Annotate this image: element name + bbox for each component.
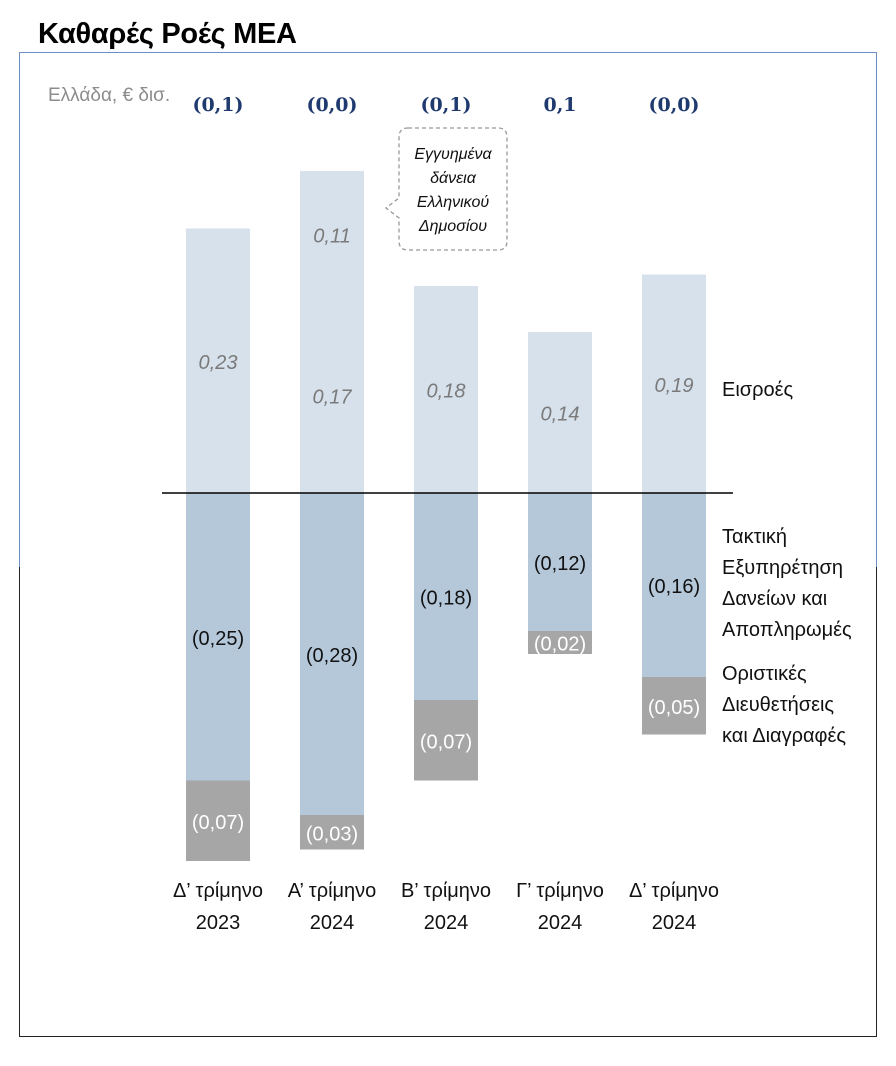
net-flow-label: 0,1 [543, 94, 576, 116]
annotation-text: δάνεια [430, 170, 477, 187]
data-label: (0,18) [420, 588, 472, 610]
legend-inflows: Εισροές [722, 379, 794, 401]
category-label-year: 2024 [652, 912, 697, 934]
data-label: (0,05) [648, 697, 700, 719]
data-label: 0,23 [199, 352, 238, 374]
data-label: 0,18 [427, 381, 466, 403]
annotation-callout [384, 127, 508, 251]
bar-servicing [300, 493, 364, 815]
bar-writeoffs [528, 631, 592, 654]
category-label-year: 2024 [424, 912, 469, 934]
legend-servicing: Δανείων και [722, 588, 827, 610]
legend-servicing: Εξυπηρέτηση [722, 557, 843, 579]
bar-inflows [528, 332, 592, 493]
bar-servicing [528, 493, 592, 631]
legend-writeoffs: Οριστικές [722, 663, 807, 685]
category-label: Γ’ τρίμηνο [516, 880, 604, 902]
net-flow-label: (0,0) [306, 94, 357, 116]
bar-writeoffs [414, 700, 478, 781]
data-label: (0,07) [420, 731, 472, 753]
data-label: 0,14 [541, 404, 580, 426]
bar-writeoffs [642, 677, 706, 735]
data-label: (0,16) [648, 576, 700, 598]
bar-writeoffs [300, 815, 364, 850]
bar-servicing [414, 493, 478, 700]
data-label: 0,17 [313, 386, 353, 408]
data-label: (0,07) [192, 812, 244, 834]
bar-inflows [414, 286, 478, 493]
annotation-text: Εγγυημένα [414, 146, 492, 163]
annotation-text: Ελληνικού [417, 194, 490, 211]
legend-writeoffs: και Διαγραφές [722, 725, 846, 747]
bar-inflows [642, 274, 706, 493]
net-flow-label: (0,1) [420, 94, 471, 116]
data-label: (0,28) [306, 645, 358, 667]
bar-writeoffs [186, 780, 250, 861]
chart-frame-lower [19, 567, 877, 1037]
net-flow-label: (0,1) [192, 94, 243, 116]
unit-label: Ελλάδα, € δισ. [48, 85, 170, 106]
legend-servicing: Τακτική [722, 526, 787, 548]
annotation-text: Δημοσίου [418, 218, 487, 235]
net-flow-label: (0,0) [648, 94, 699, 116]
bar-servicing [186, 493, 250, 781]
category-label: Α’ τρίμηνο [288, 880, 377, 902]
category-label-year: 2023 [196, 912, 241, 934]
category-label: Δ’ τρίμηνο [173, 880, 263, 902]
bar-servicing [642, 493, 706, 677]
chart-title: Καθαρές Ροές ΜΕΑ [38, 18, 297, 50]
category-label-year: 2024 [310, 912, 355, 934]
chart-frame [19, 52, 877, 567]
legend-writeoffs: Διευθετήσεις [722, 694, 834, 716]
data-label: (0,03) [306, 823, 358, 845]
category-label: Δ’ τρίμηνο [629, 880, 719, 902]
bar-inflows [300, 297, 364, 493]
legend-servicing: Αποπληρωμές [722, 619, 852, 641]
bar-inflows [186, 228, 250, 493]
data-label: 0,11 [313, 225, 350, 247]
category-label-year: 2024 [538, 912, 583, 934]
data-label: 0,19 [655, 375, 694, 397]
data-label: (0,12) [534, 553, 586, 575]
bar-guaranteed-loans [300, 171, 364, 298]
data-label: (0,02) [534, 634, 586, 656]
category-label: Β’ τρίμηνο [401, 880, 491, 902]
data-label: (0,25) [192, 628, 244, 650]
